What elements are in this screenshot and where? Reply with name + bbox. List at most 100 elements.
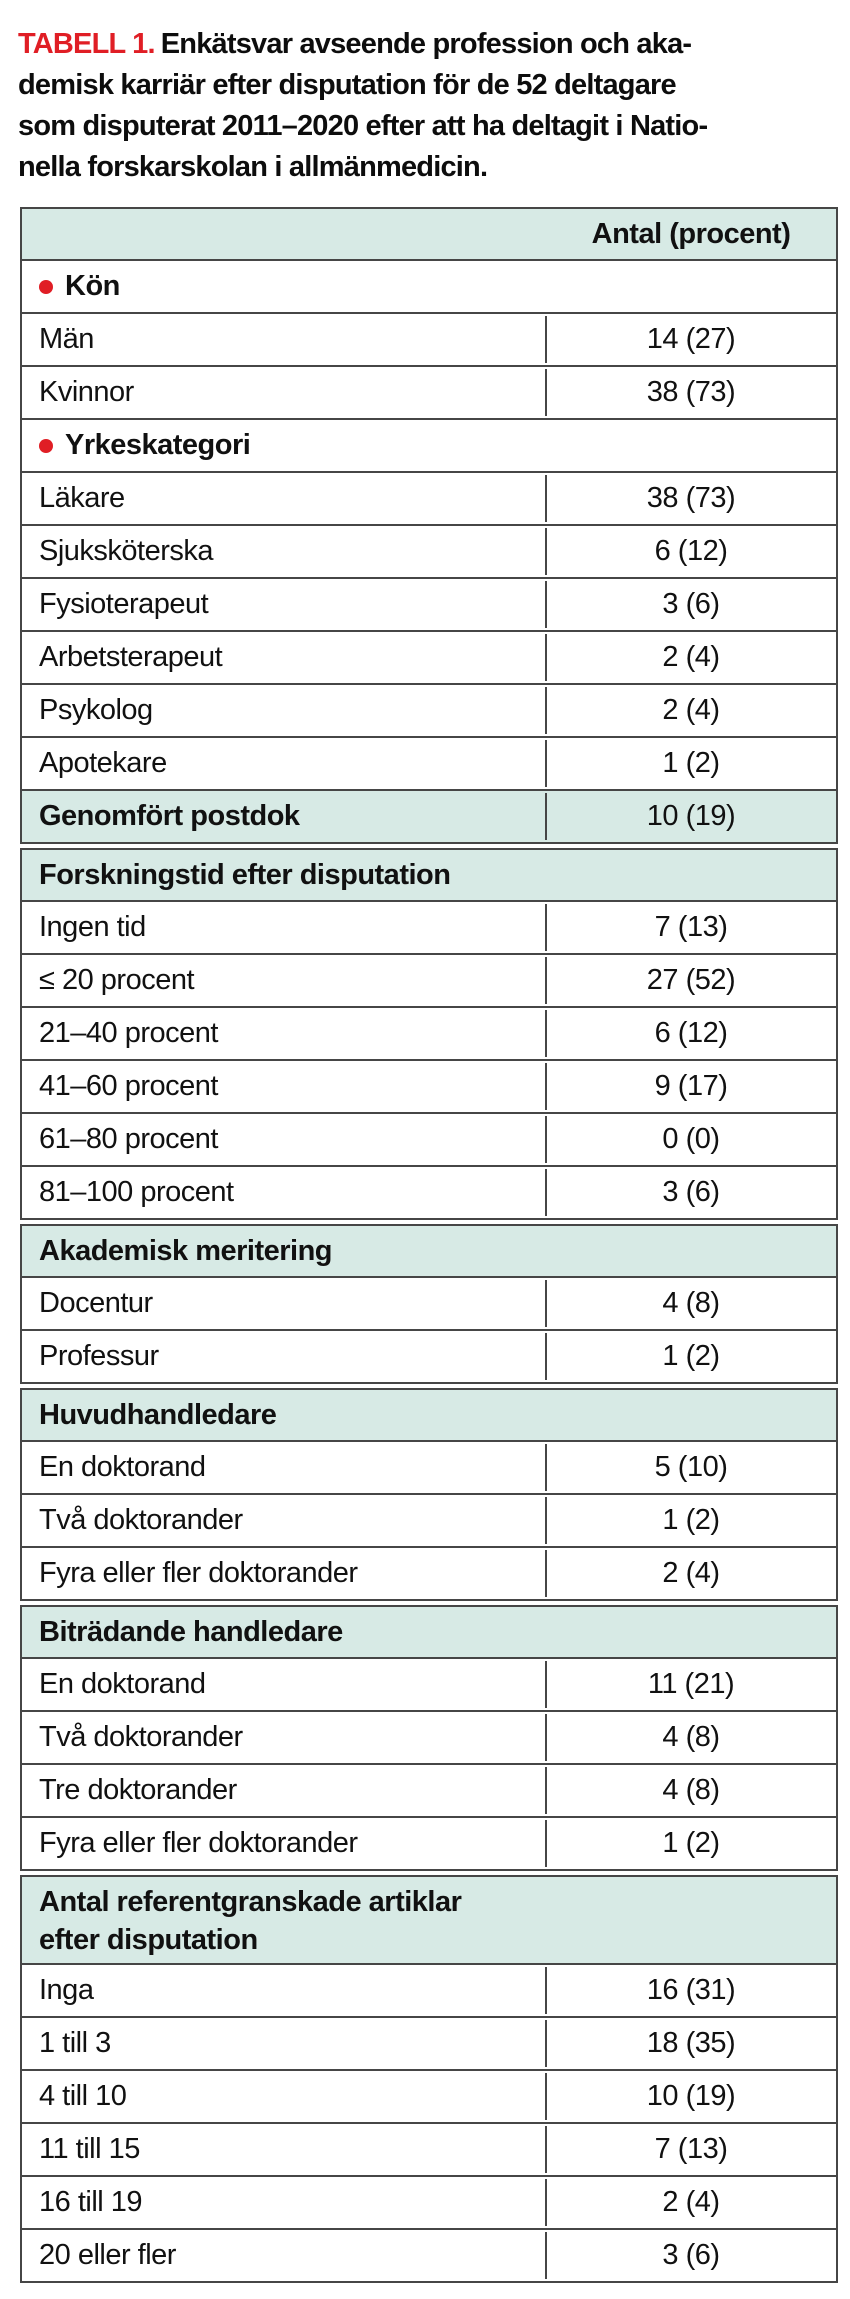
row-label: 1 till 3	[39, 2027, 111, 2059]
row-label: Kvinnor	[39, 376, 134, 408]
row-value: 1 (2)	[545, 1331, 836, 1382]
table-row: Läkare 38 (73)	[20, 471, 838, 526]
section-header-label: Forskningstid efter disputation	[39, 858, 451, 891]
table-row: ≤ 20 procent 27 (52)	[20, 953, 838, 1008]
table-row: 81–100 procent 3 (6)	[20, 1165, 838, 1220]
row-value: 9 (17)	[545, 1061, 836, 1112]
row-value: 18 (35)	[545, 2018, 836, 2069]
row-label: Läkare	[39, 482, 125, 514]
row-value: 14 (27)	[545, 314, 836, 365]
table-row: En doktorand 11 (21)	[20, 1657, 838, 1712]
row-value: 27 (52)	[545, 955, 836, 1006]
row-value: 16 (31)	[545, 1965, 836, 2016]
caption-line: Enkätsvar avseende profession och aka-	[160, 28, 692, 60]
table-row: Tre doktorander 4 (8)	[20, 1763, 838, 1818]
category-label: Kön	[65, 270, 120, 302]
table-row: Män 14 (27)	[20, 312, 838, 367]
category-cell: Yrkeskategori	[22, 429, 836, 462]
table-caption: TABELL 1. Enkätsvar avseende profession o…	[18, 24, 850, 188]
table-caption-number: TABELL 1.	[18, 28, 156, 60]
row-value: 3 (6)	[545, 1167, 836, 1218]
row-label: Tre doktorander	[39, 1774, 237, 1806]
row-value: 3 (6)	[545, 579, 836, 630]
section-header-row: Akademisk meritering	[20, 1224, 838, 1278]
row-label: 11 till 15	[39, 2133, 140, 2165]
table-row: 1 till 3 18 (35)	[20, 2016, 838, 2071]
row-label: Fysioterapeut	[39, 588, 209, 620]
category-row: Yrkeskategori	[20, 418, 838, 473]
section-header-label: Biträdande handledare	[39, 1615, 343, 1648]
row-value: 6 (12)	[545, 1008, 836, 1059]
table-row: 4 till 10 10 (19)	[20, 2069, 838, 2124]
row-value: 4 (8)	[545, 1712, 836, 1763]
row-label: Två doktorander	[39, 1721, 243, 1753]
row-label: Män	[39, 323, 94, 355]
row-label: Sjuksköterska	[39, 535, 214, 567]
row-label: Docentur	[39, 1287, 153, 1319]
table-row: 21–40 procent 6 (12)	[20, 1006, 838, 1061]
section-header-label: Akademisk meritering	[39, 1234, 333, 1267]
bullet-icon	[39, 279, 53, 294]
row-value: 2 (4)	[545, 685, 836, 736]
row-value: 7 (13)	[545, 902, 836, 953]
section-header-label: Huvudhandledare	[39, 1398, 277, 1431]
table-row: Professur 1 (2)	[20, 1329, 838, 1384]
table-row: Fyra eller fler doktorander 1 (2)	[20, 1816, 838, 1871]
column-header: Antal (procent)	[591, 217, 791, 250]
caption-line: demisk karriär efter disputation för de …	[18, 69, 677, 101]
row-value: 2 (4)	[545, 632, 836, 683]
table-row: Sjuksköterska 6 (12)	[20, 524, 838, 579]
row-value: 2 (4)	[545, 1548, 836, 1599]
section-header-row: Biträdande handledare	[20, 1605, 838, 1659]
table-row: Fysioterapeut 3 (6)	[20, 577, 838, 632]
row-label: Professur	[39, 1340, 159, 1372]
row-value: 1 (2)	[545, 738, 836, 789]
row-label: Två doktorander	[39, 1504, 243, 1536]
table-row: Två doktorander 4 (8)	[20, 1710, 838, 1765]
row-label: 81–100 procent	[39, 1176, 234, 1208]
table-header-row: Antal (procent)	[20, 207, 838, 261]
row-value: 6 (12)	[545, 526, 836, 577]
data-table: Antal (procent) Kön Män 14 (27) Kvinnor …	[20, 207, 838, 2283]
row-label: Psykolog	[39, 694, 153, 726]
table-row: Fyra eller fler doktorander 2 (4)	[20, 1546, 838, 1601]
row-value: 11 (21)	[545, 1659, 836, 1710]
row-label: 41–60 procent	[39, 1070, 218, 1102]
row-value: 5 (10)	[545, 1442, 836, 1493]
row-label: Fyra eller fler doktorander	[39, 1827, 358, 1859]
row-label: Fyra eller fler doktorander	[39, 1557, 358, 1589]
table-row: Inga 16 (31)	[20, 1963, 838, 2018]
bullet-icon	[39, 438, 53, 453]
row-value: 3 (6)	[545, 2230, 836, 2281]
row-label: Apotekare	[39, 747, 167, 779]
table-row-highlight: Genomfört postdok 10 (19)	[20, 789, 838, 844]
table-row: Psykolog 2 (4)	[20, 683, 838, 738]
row-label: En doktorand	[39, 1668, 206, 1700]
section-header-row: Antal referentgranskade artiklar efter d…	[20, 1875, 838, 1965]
row-value: 38 (73)	[545, 367, 836, 418]
row-value: 7 (13)	[545, 2124, 836, 2175]
row-label: 61–80 procent	[39, 1123, 218, 1155]
table-row: En doktorand 5 (10)	[20, 1440, 838, 1495]
table-row: Arbetsterapeut 2 (4)	[20, 630, 838, 685]
row-label: 21–40 procent	[39, 1017, 218, 1049]
table-row: 16 till 19 2 (4)	[20, 2175, 838, 2230]
row-label: 4 till 10	[39, 2080, 127, 2112]
row-label: Arbetsterapeut	[39, 641, 223, 673]
row-value: 4 (8)	[545, 1765, 836, 1816]
category-cell: Kön	[22, 270, 836, 303]
row-value: 0 (0)	[545, 1114, 836, 1165]
row-label: ≤ 20 procent	[39, 964, 195, 996]
table-row: Docentur 4 (8)	[20, 1276, 838, 1331]
table-row: Kvinnor 38 (73)	[20, 365, 838, 420]
row-label: 16 till 19	[39, 2186, 143, 2218]
table-row: 20 eller fler 3 (6)	[20, 2228, 838, 2283]
table-row: 41–60 procent 9 (17)	[20, 1059, 838, 1114]
row-value: 10 (19)	[545, 2071, 836, 2122]
row-value: 2 (4)	[545, 2177, 836, 2228]
table-row: Ingen tid 7 (13)	[20, 900, 838, 955]
category-row: Kön	[20, 259, 838, 314]
row-label: En doktorand	[39, 1451, 206, 1483]
row-label: Inga	[39, 1974, 94, 2006]
